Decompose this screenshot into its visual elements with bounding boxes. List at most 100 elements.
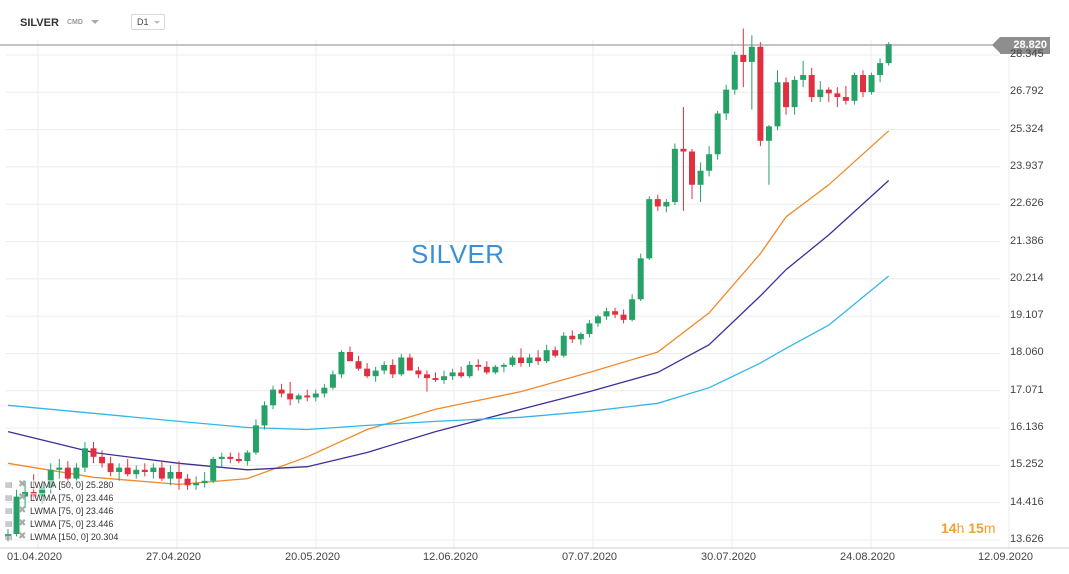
- candle: [124, 458, 131, 477]
- candle: [663, 199, 670, 213]
- x-tick-label: 30.07.2020: [701, 551, 757, 563]
- candle: [714, 110, 721, 160]
- candle: [81, 441, 88, 472]
- symbol-name[interactable]: SILVER: [20, 17, 59, 29]
- candle: [381, 361, 388, 375]
- candle: [629, 294, 636, 322]
- candle: [594, 314, 601, 327]
- candle: [509, 355, 516, 367]
- candle: [560, 332, 567, 358]
- candle: [535, 350, 542, 365]
- candle: [466, 361, 473, 379]
- candle: [347, 346, 353, 362]
- close-icon[interactable]: ✖: [18, 479, 27, 490]
- candles: [5, 28, 892, 542]
- symbol-dropdown-icon[interactable]: [91, 20, 99, 24]
- candle: [543, 344, 550, 364]
- x-tick-label: 27.04.2020: [146, 551, 202, 563]
- moving-average-line: [7, 180, 890, 471]
- candle-countdown: 14h 15m: [941, 520, 996, 536]
- legend-text: LWMA [150, 0] 20.304: [30, 532, 119, 542]
- candle: [680, 107, 687, 211]
- candle: [423, 370, 430, 392]
- candle: [620, 309, 627, 324]
- candle: [526, 353, 533, 367]
- candle: [150, 463, 157, 479]
- candle: [449, 368, 456, 381]
- y-tick-label: 17.071: [1010, 383, 1044, 396]
- x-tick-label: 01.04.2020: [7, 551, 63, 563]
- moving-average-line: [7, 275, 890, 431]
- candle: [706, 146, 713, 177]
- candle: [834, 87, 841, 108]
- candle: [116, 463, 123, 481]
- candle: [586, 319, 593, 338]
- candle: [107, 456, 114, 477]
- candle: [774, 70, 781, 131]
- close-icon[interactable]: ✖: [18, 518, 27, 529]
- x-tick-label: 20.05.2020: [285, 551, 341, 563]
- settings-icon[interactable]: ▤: [5, 532, 13, 541]
- candle: [364, 363, 371, 379]
- timeframe-select[interactable]: D1: [131, 14, 165, 30]
- x-tick-label: 24.08.2020: [840, 551, 896, 563]
- close-icon[interactable]: ✖: [18, 531, 27, 542]
- candle: [432, 372, 439, 382]
- settings-icon[interactable]: ▤: [5, 493, 13, 502]
- x-tick-label: 07.07.2020: [562, 551, 618, 563]
- y-tick-label: 14.416: [1010, 495, 1044, 508]
- candle: [723, 84, 730, 120]
- countdown-minutes-unit: m: [983, 520, 996, 536]
- grid: [6, 40, 1010, 548]
- candle: [406, 353, 413, 371]
- candle: [483, 361, 490, 375]
- candle: [689, 148, 695, 200]
- timeframe-label: D1: [137, 17, 149, 27]
- candle: [5, 529, 11, 542]
- candle: [201, 471, 208, 488]
- legend-text: LWMA [75, 0] 23.446: [30, 506, 114, 516]
- candle: [808, 67, 815, 103]
- candle: [227, 452, 234, 464]
- current-price-tag: 28.820: [992, 37, 1050, 54]
- settings-icon[interactable]: ▤: [5, 506, 13, 515]
- candle: [261, 401, 268, 430]
- chart-toolbar: SILVER CMD D1: [0, 0, 1069, 40]
- candle: [817, 81, 824, 103]
- candle: [518, 348, 524, 367]
- candle: [783, 77, 790, 115]
- candle: [552, 346, 559, 358]
- candle: [184, 474, 191, 490]
- candle: [141, 463, 148, 477]
- candle: [842, 85, 849, 105]
- candle: [270, 385, 277, 410]
- candle: [603, 307, 610, 320]
- candle: [765, 125, 772, 185]
- close-icon[interactable]: ✖: [18, 505, 27, 516]
- candle: [577, 332, 584, 345]
- legend-text: LWMA [50, 0] 25.280: [30, 480, 114, 490]
- countdown-minutes: 15: [968, 520, 984, 536]
- candle: [885, 42, 892, 66]
- candle: [287, 381, 294, 406]
- candle: [458, 366, 465, 379]
- candle: [748, 35, 755, 110]
- candle: [389, 359, 396, 379]
- candle: [252, 419, 259, 455]
- candle: [697, 162, 704, 203]
- candle: [176, 461, 182, 490]
- countdown-hours-unit: h: [956, 520, 965, 536]
- legend-text: LWMA [75, 0] 23.446: [30, 493, 114, 503]
- candle: [244, 450, 251, 466]
- x-tick-label: 12.06.2020: [423, 551, 479, 563]
- close-icon[interactable]: ✖: [18, 492, 27, 503]
- settings-icon[interactable]: ▤: [5, 519, 13, 528]
- settings-icon[interactable]: ▤: [5, 480, 13, 489]
- candle: [500, 363, 507, 373]
- candle: [825, 87, 832, 103]
- candle: [646, 196, 653, 260]
- y-tick-label: 21.386: [1010, 234, 1044, 247]
- candle: [492, 364, 499, 375]
- candle: [56, 458, 63, 479]
